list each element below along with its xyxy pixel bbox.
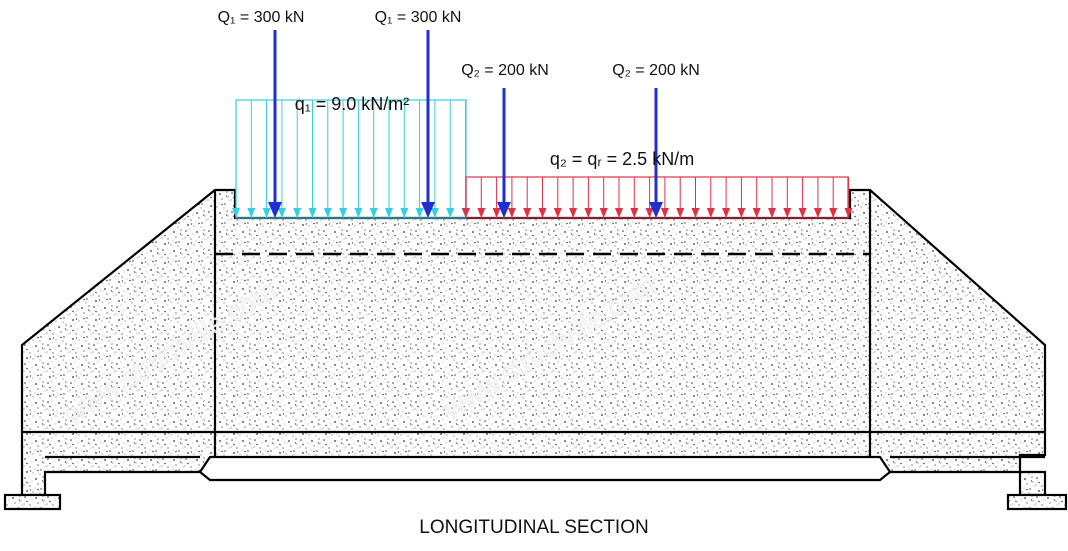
q1-arrow-head [385,208,393,218]
point-load-head [497,202,511,218]
base-line [199,471,891,482]
q2-arrow-head [844,208,853,218]
q2-arrow-head [507,208,516,218]
q2-arrow-head [523,208,532,218]
q2-arrow-head [477,208,486,218]
q1-arrow-head [262,208,271,218]
structure [3,188,1068,511]
q1-block [235,99,467,219]
footing-left [3,493,62,511]
q1-arrow-head [446,208,455,218]
q2-arrow-head [569,208,578,218]
q2-arrow-head [798,208,807,218]
point-load-head [649,202,663,218]
q2-arrow-head [599,208,608,218]
q2-arrow-head [660,208,669,218]
title: LONGITUDINAL SECTION [419,517,648,538]
q2-arrow-head [538,208,547,218]
q1-arrow-head [277,208,286,218]
load-label: Q₁ = 300 kN [375,9,462,26]
load-label: Q₁ = 300 kN [218,9,305,26]
q1-arrow-head [323,208,332,218]
q1-arrow-head [354,208,363,218]
q2-arrow-head [752,208,761,218]
q2-arrow-head [706,208,715,218]
q1-arrow-head [247,208,256,218]
q2-arrow-head [630,208,639,218]
q2-arrow-head [722,208,731,218]
q2-label: q₂ = qᵣ = 2.5 kN/m [550,149,694,169]
q2-arrow-head [676,208,685,218]
q1-arrow-head [232,208,240,218]
q2-arrow-head [813,208,822,218]
q1-arrow-head [369,208,378,218]
internal-lines [22,190,1045,459]
q2-arrow-head [584,208,593,218]
q1-arrow-head [293,208,302,218]
q2-arrow-head [462,208,470,218]
q1-arrow-head [430,208,439,218]
load-label: Q₂ = 200 kN [612,62,700,79]
q2-arrow-head [829,208,838,218]
q1-label: q₁ = 9.0 kN/m² [295,94,410,114]
q2-arrow-head [553,208,562,218]
point-load-head [268,202,282,218]
q1-arrow-head [400,208,409,218]
q1-arrow-head [308,208,317,218]
q2-arrow-head [691,208,700,218]
footing-right [1006,493,1068,511]
q2-arrow-head [737,208,746,218]
q2-arrow-head [768,208,776,218]
q2-arrow-head [615,208,623,218]
q1-arrow-head [339,208,348,218]
q2-arrow-head [492,208,501,218]
point-load-head [421,202,435,218]
q1-arrow-head [415,208,424,218]
q2-arrow-head [783,208,792,218]
load-label: Q₂ = 200 kN [461,62,549,79]
q2-arrow-head [645,208,654,218]
